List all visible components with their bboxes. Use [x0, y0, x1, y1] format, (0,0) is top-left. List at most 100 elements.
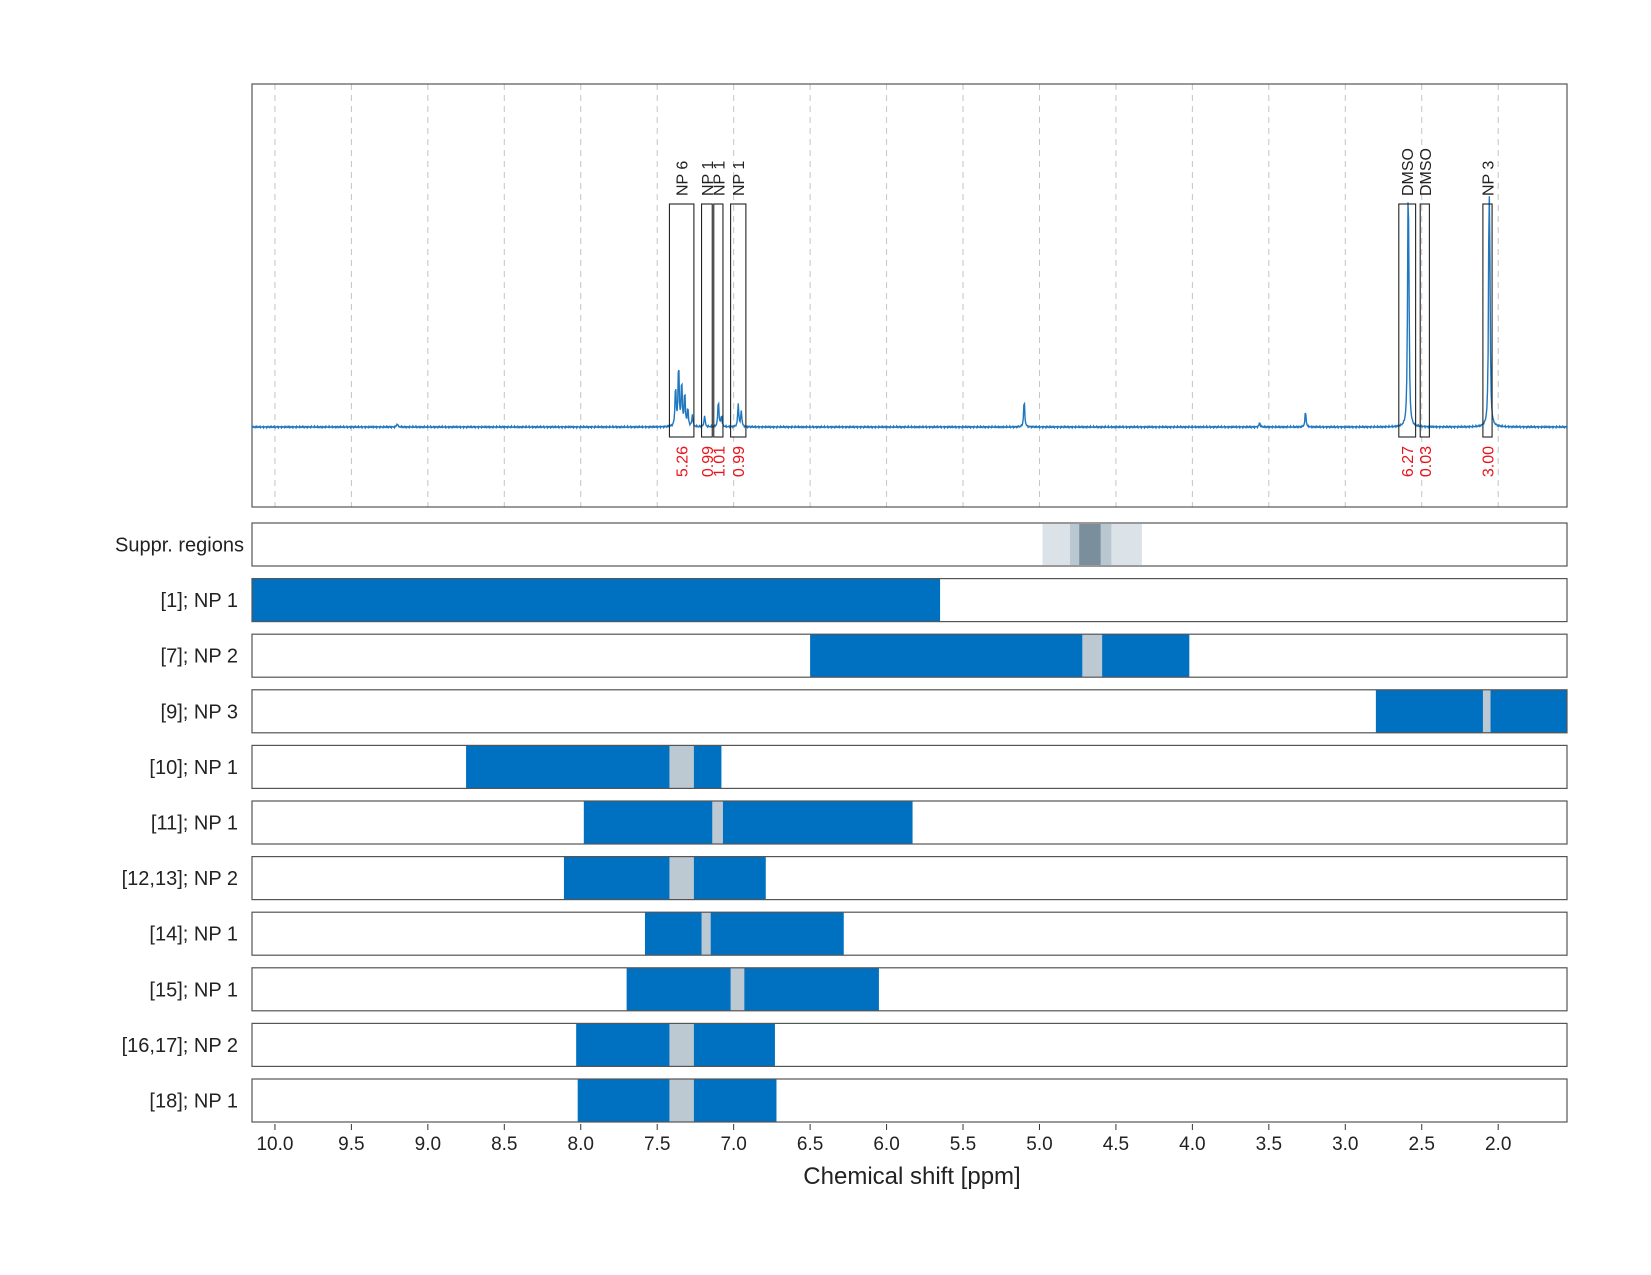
- grid-lines: [274, 84, 1499, 507]
- x-tick-label: 4.0: [1179, 1134, 1205, 1155]
- assignment-row: [14]; NP 1: [149, 911, 1568, 956]
- x-tick-label: 5.0: [1026, 1134, 1052, 1155]
- row-label: [16,17]; NP 2: [122, 1035, 238, 1057]
- assignment-row: [11]; NP 1: [151, 800, 1568, 845]
- row-frame: [251, 855, 1568, 901]
- peak-group-box: [700, 203, 713, 438]
- x-tick-label: 4.5: [1103, 1134, 1129, 1155]
- row-label: Suppr. regions: [115, 535, 244, 557]
- peak-group-box: [668, 203, 695, 438]
- x-tick-label: 8.0: [568, 1134, 594, 1155]
- peak-group: NP 1 1.01: [711, 161, 728, 478]
- suppressed-gap: [712, 801, 723, 844]
- spectrum-panel: NP 6 5.26 NP 1 0.99 NP 1 1.01 NP 1 0.99 DMSO 6.27…: [251, 83, 1568, 508]
- x-tick-label: 2.0: [1485, 1134, 1511, 1155]
- assignment-row: [7]; NP 2: [161, 633, 1568, 678]
- assignment-row: [15]; NP 1: [149, 967, 1568, 1012]
- row-frame: [251, 911, 1568, 956]
- peak-group-label: DMSO: [1418, 148, 1435, 196]
- x-tick-label: 9.0: [415, 1134, 441, 1155]
- integral-value: 5.26: [675, 446, 692, 477]
- spectrum-frame: [251, 83, 1568, 508]
- spectrum-line: [251, 196, 1568, 430]
- suppressed-gap: [701, 912, 711, 956]
- row-label: [1]; NP 1: [161, 590, 238, 612]
- row-label: [14]; NP 1: [149, 924, 238, 946]
- suppressed-gap: [669, 856, 694, 900]
- peak-group-label: NP 1: [731, 161, 748, 196]
- integral-value: 1.01: [711, 446, 728, 477]
- peak-group: DMSO 0.03: [1418, 148, 1435, 477]
- row-label: [11]; NP 1: [151, 813, 238, 835]
- assignment-bar: [563, 856, 766, 900]
- suppressed-gap: [730, 967, 745, 1011]
- integral-value: 0.99: [731, 446, 748, 477]
- peak-group: NP 1 0.99: [730, 161, 748, 477]
- integral-value: 3.00: [1480, 446, 1497, 477]
- row-frame: [251, 577, 1568, 623]
- peak-group-label: NP 1: [700, 161, 717, 196]
- peak-group-label: NP 3: [1480, 161, 1497, 196]
- peak-group-label: DMSO: [1400, 148, 1417, 196]
- row-frame: [251, 1022, 1568, 1068]
- assignment-bar: [626, 967, 879, 1011]
- assignment-bar: [1375, 689, 1567, 733]
- assignment-row: [16,17]; NP 2: [122, 1022, 1568, 1068]
- x-tick-label: 8.5: [491, 1134, 517, 1155]
- integral-value: 6.27: [1400, 446, 1417, 477]
- suppression-frame: [251, 522, 1568, 567]
- suppressed-gap: [669, 745, 694, 789]
- peak-group-label: NP 6: [675, 161, 692, 196]
- row-label: [10]; NP 1: [149, 757, 238, 779]
- peak-group-box: [1482, 203, 1493, 438]
- suppression-band: [1079, 524, 1101, 565]
- assignment-row: [18]; NP 1: [149, 1078, 1568, 1123]
- assignment-bar: [810, 634, 1190, 678]
- suppressed-gap: [1082, 634, 1103, 678]
- peak-group: NP 1 0.99: [700, 161, 717, 478]
- row-label: [15]; NP 1: [149, 979, 238, 1001]
- assignment-row: [12,13]; NP 2: [122, 855, 1568, 901]
- x-axis-title: Chemical shift [ppm]: [803, 1163, 1020, 1190]
- row-frame: [251, 1078, 1568, 1123]
- peak-group-box: [1419, 203, 1430, 438]
- peak-group-label: NP 1: [711, 161, 728, 196]
- suppressed-gap: [1482, 689, 1491, 733]
- assignment-bar: [583, 801, 913, 844]
- assignment-rows: Suppr. regions [1]; NP 1 [7]; NP 2 [9]; NP …: [115, 522, 1568, 1123]
- peak-group: NP 3 3.00: [1480, 161, 1497, 478]
- row-frame: [251, 967, 1568, 1012]
- suppressed-gap: [669, 1079, 694, 1122]
- assignment-row: [1]; NP 1: [161, 577, 1568, 623]
- row-label: [9]; NP 3: [161, 701, 238, 723]
- x-tick-label: 5.5: [950, 1134, 976, 1155]
- x-tick-label: 6.5: [797, 1134, 823, 1155]
- x-axis: 10.0 9.5 9.0 8.5 8.0 7.5 7.0 6.5 6.0 5.5 5.0 4.5 4.0…: [256, 1124, 1511, 1155]
- row-label: [18]; NP 1: [149, 1091, 238, 1113]
- suppressed-gap: [669, 1023, 694, 1067]
- integral-value: 0.99: [700, 446, 717, 477]
- assignment-bar: [252, 578, 941, 622]
- assignment-row: [9]; NP 3: [161, 689, 1568, 734]
- peak-group-box: [730, 203, 747, 438]
- row-frame: [251, 744, 1568, 790]
- peak-group: DMSO 6.27: [1398, 148, 1417, 477]
- x-tick-label: 3.0: [1332, 1134, 1358, 1155]
- x-tick-label: 6.0: [873, 1134, 899, 1155]
- x-tick-label: 3.5: [1256, 1134, 1282, 1155]
- peak-group: NP 6 5.26: [668, 161, 695, 477]
- x-tick-label: 7.0: [720, 1134, 746, 1155]
- peak-group-box: [713, 203, 724, 438]
- row-frame: [251, 800, 1568, 845]
- assignment-row: [10]; NP 1: [149, 744, 1568, 790]
- integral-value: 0.03: [1418, 446, 1435, 477]
- assignment-bar: [644, 912, 844, 956]
- row-label: [7]; NP 2: [161, 646, 238, 668]
- x-tick-label: 10.0: [256, 1134, 293, 1155]
- x-tick-label: 7.5: [644, 1134, 670, 1155]
- x-tick-label: 2.5: [1409, 1134, 1435, 1155]
- row-label: [12,13]; NP 2: [122, 868, 238, 890]
- row-frame: [251, 689, 1568, 734]
- row-frame: [251, 633, 1568, 678]
